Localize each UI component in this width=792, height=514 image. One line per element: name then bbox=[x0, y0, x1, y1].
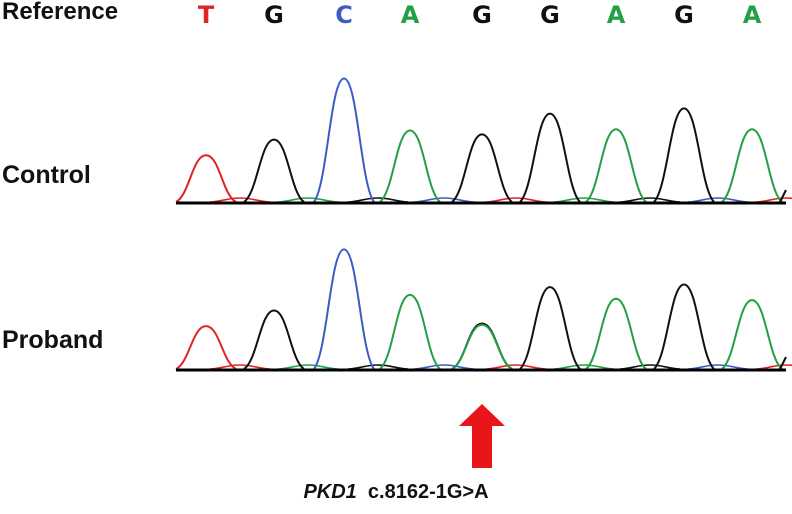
reference-base-5: G bbox=[472, 1, 492, 29]
control-peak-4 bbox=[379, 129, 441, 203]
control-peak-9 bbox=[721, 128, 783, 203]
control-noise-7 bbox=[619, 197, 681, 203]
control-noise-2 bbox=[277, 197, 339, 203]
control-noise-1 bbox=[209, 197, 271, 203]
proband-noise-1 bbox=[209, 364, 271, 370]
control-peak-6 bbox=[519, 112, 581, 203]
reference-base-3: C bbox=[335, 1, 353, 29]
control-trace bbox=[175, 77, 792, 205]
proband-peak-6 bbox=[519, 286, 581, 370]
control-noise-9 bbox=[755, 197, 792, 203]
control-edge-trace bbox=[779, 189, 787, 203]
proband-label: Proband bbox=[2, 326, 104, 354]
reference-base-1: T bbox=[197, 1, 215, 29]
control-noise-4 bbox=[413, 197, 475, 203]
variant-caption: PKD1 c.8162-1G>A bbox=[0, 481, 792, 504]
proband-noise-8 bbox=[687, 364, 749, 370]
control-noise-3 bbox=[347, 197, 409, 203]
reference-label: Reference bbox=[2, 0, 119, 25]
gene-name: PKD1 bbox=[303, 481, 357, 503]
proband-peak-3 bbox=[313, 248, 375, 370]
control-peak-3 bbox=[313, 77, 375, 203]
proband-noise-2 bbox=[277, 364, 339, 370]
proband-peak-8 bbox=[653, 283, 715, 370]
reference-base-7: A bbox=[606, 1, 626, 29]
proband-secondary-peak-1 bbox=[451, 323, 513, 370]
reference-base-9: A bbox=[742, 1, 762, 29]
proband-noise-4 bbox=[413, 364, 475, 370]
reference-base-2: G bbox=[264, 1, 284, 29]
mutation-arrow-icon bbox=[459, 404, 505, 468]
reference-base-4: A bbox=[400, 1, 420, 29]
control-noise-6 bbox=[553, 197, 615, 203]
proband-noise-3 bbox=[347, 364, 409, 370]
control-noise-8 bbox=[687, 197, 749, 203]
variant-name: c.8162-1G>A bbox=[367, 481, 489, 503]
proband-noise-6 bbox=[553, 364, 615, 370]
proband-peak-4 bbox=[379, 293, 441, 370]
proband-noise-5 bbox=[485, 364, 547, 370]
proband-trace bbox=[175, 248, 792, 372]
control-peak-7 bbox=[585, 128, 647, 203]
control-label: Control bbox=[2, 161, 91, 189]
reference-base-6: G bbox=[540, 1, 560, 29]
proband-peak-1 bbox=[175, 325, 237, 370]
reference-base-8: G bbox=[674, 1, 694, 29]
control-peak-2 bbox=[243, 138, 305, 203]
control-peak-1 bbox=[175, 154, 237, 203]
control-noise-5 bbox=[485, 197, 547, 203]
proband-peak-5 bbox=[451, 322, 513, 370]
proband-peak-7 bbox=[585, 297, 647, 370]
proband-peak-2 bbox=[243, 309, 305, 370]
control-peak-8 bbox=[653, 107, 715, 203]
proband-edge-trace bbox=[779, 356, 787, 370]
control-peak-5 bbox=[451, 133, 513, 203]
proband-noise-7 bbox=[619, 364, 681, 370]
proband-noise-9 bbox=[755, 364, 792, 370]
proband-peak-9 bbox=[721, 299, 783, 370]
